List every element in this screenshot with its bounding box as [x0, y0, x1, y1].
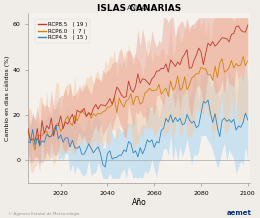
Text: ANUAL: ANUAL	[127, 5, 151, 11]
Legend: RCP8.5   ( 19 ), RCP6.0   (  7 ), RCP4.5   ( 15 ): RCP8.5 ( 19 ), RCP6.0 ( 7 ), RCP4.5 ( 15…	[35, 19, 90, 43]
Text: © Agencia Estatal de Meteorología: © Agencia Estatal de Meteorología	[8, 212, 79, 216]
Y-axis label: Cambio en dias cálidos (%): Cambio en dias cálidos (%)	[4, 55, 10, 141]
Text: aemet: aemet	[227, 210, 252, 216]
Title: ISLAS CANARIAS: ISLAS CANARIAS	[97, 4, 181, 13]
X-axis label: Año: Año	[132, 198, 146, 207]
